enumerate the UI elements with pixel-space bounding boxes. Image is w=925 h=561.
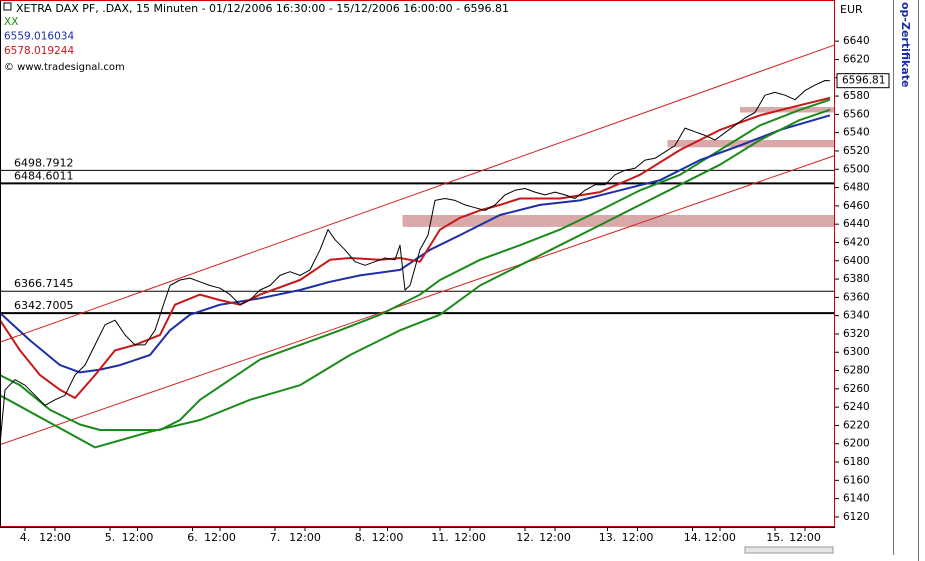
y-tick-label: 6360 bbox=[843, 291, 870, 303]
resistance-zone bbox=[667, 139, 835, 148]
y-tick-label: 6440 bbox=[843, 218, 870, 230]
x-tick-label: 12. bbox=[516, 531, 534, 544]
resistance-zone bbox=[402, 215, 835, 227]
x-tick-label: 13. bbox=[599, 531, 617, 544]
level-label: 6366.7145 bbox=[14, 277, 74, 290]
level-label: 6498.7912 bbox=[14, 156, 74, 169]
y-tick-label: 6380 bbox=[843, 273, 870, 285]
y-tick-label: 6120 bbox=[843, 511, 870, 523]
x-tick-label: 11. bbox=[431, 531, 449, 544]
series-line bbox=[0, 114, 831, 374]
x-tick-label: 12:00 bbox=[704, 531, 736, 544]
y-tick-label: 6320 bbox=[843, 328, 870, 340]
x-tick-label: 12:00 bbox=[204, 531, 236, 544]
y-tick-label: 6140 bbox=[843, 493, 870, 505]
y-tick-label: 6580 bbox=[843, 90, 870, 102]
y-tick-label: 6620 bbox=[843, 53, 870, 65]
y-tick-label: 6340 bbox=[843, 310, 870, 322]
y-tick-label: 6400 bbox=[843, 255, 870, 267]
x-tick-label: 14. bbox=[684, 531, 702, 544]
y-tick-label: 6420 bbox=[843, 236, 870, 248]
x-tick-label: 6. bbox=[187, 531, 198, 544]
x-tick-label: 7. bbox=[270, 531, 281, 544]
y-tick-label: 6460 bbox=[843, 200, 870, 212]
x-tick-label: 12:00 bbox=[454, 531, 486, 544]
y-tick-label: 6560 bbox=[843, 108, 870, 120]
series-line bbox=[0, 96, 831, 399]
window-icon bbox=[3, 2, 12, 11]
y-tick-label: 6500 bbox=[843, 163, 870, 175]
y-tick-label: 6480 bbox=[843, 182, 870, 194]
side-label: op-Zertifikate bbox=[899, 2, 912, 88]
chart-title: XETRA DAX PF, .DAX, 15 Minuten - 01/12/2… bbox=[16, 2, 509, 15]
x-tick-label: 8. bbox=[355, 531, 366, 544]
level-label: 6342.7005 bbox=[14, 299, 74, 312]
x-tick-label: 12:00 bbox=[289, 531, 321, 544]
y-tick-label: 6540 bbox=[843, 127, 870, 139]
x-tick-label: 4. bbox=[20, 531, 31, 544]
channel-line bbox=[0, 44, 836, 343]
plot-area bbox=[0, 44, 836, 449]
last-price-label: 6596.81 bbox=[842, 75, 885, 87]
x-tick-label: 12:00 bbox=[372, 531, 404, 544]
last-price-box bbox=[836, 73, 890, 89]
y-tick-label: 6220 bbox=[843, 419, 870, 431]
x-tick-label: 12:00 bbox=[539, 531, 571, 544]
y-tick-label: 6160 bbox=[843, 474, 870, 486]
x-tick-label: 12:00 bbox=[122, 531, 154, 544]
y-tick-label: 6520 bbox=[843, 145, 870, 157]
x-tick-label: 12:00 bbox=[39, 531, 71, 544]
legend-entry: XX bbox=[4, 16, 18, 28]
x-tick-label: 5. bbox=[105, 531, 116, 544]
y-tick-label: 6280 bbox=[843, 365, 870, 377]
level-label: 6484.6011 bbox=[14, 169, 74, 182]
scrollbar[interactable] bbox=[744, 546, 834, 554]
x-tick-label: 12:00 bbox=[789, 531, 821, 544]
y-tick-label: 6300 bbox=[843, 346, 870, 358]
y-tick-label: 6240 bbox=[843, 401, 870, 413]
x-tick-label: 15. bbox=[766, 531, 784, 544]
y-tick-label: 6640 bbox=[843, 35, 870, 47]
copyright: © www.tradesignal.com bbox=[4, 62, 125, 73]
y-tick-label: 6180 bbox=[843, 456, 870, 468]
y-tick-label: 6260 bbox=[843, 383, 870, 395]
legend-entry: 6578.019244 bbox=[4, 45, 74, 57]
currency: EUR bbox=[840, 3, 863, 16]
series-line bbox=[0, 80, 831, 445]
legend-entry: 6559.016034 bbox=[4, 31, 74, 43]
resistance-zone bbox=[740, 107, 835, 113]
y-tick-label: 6200 bbox=[843, 438, 870, 450]
series-line bbox=[0, 108, 831, 449]
x-tick-label: 12:00 bbox=[622, 531, 654, 544]
channel-line bbox=[0, 155, 836, 446]
series-line bbox=[0, 98, 831, 431]
